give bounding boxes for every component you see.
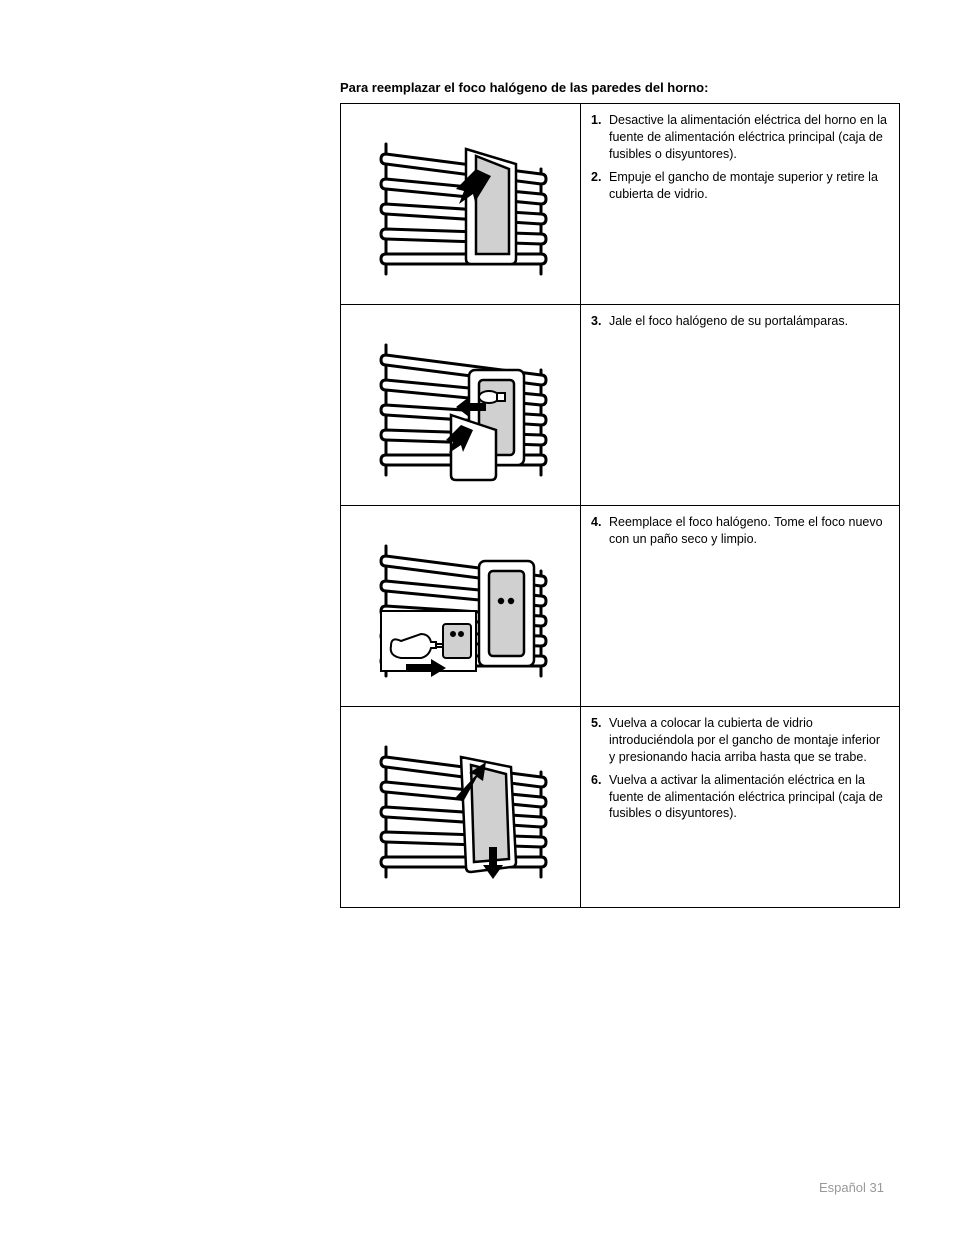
step-number: 4. (591, 514, 609, 548)
table-row: 4.Reemplace el foco halógeno. Tome el fo… (341, 506, 900, 707)
text-cell: 4.Reemplace el foco halógeno. Tome el fo… (581, 506, 900, 707)
step-number: 5. (591, 715, 609, 766)
step-text: Reemplace el foco halógeno. Tome el foco… (609, 514, 889, 548)
table-row: 5.Vuelva a colocar la cubierta de vidrio… (341, 707, 900, 908)
content-block: Para reemplazar el foco halógeno de las … (340, 80, 900, 908)
manual-page: Para reemplazar el foco halógeno de las … (0, 0, 954, 1235)
text-cell: 3.Jale el foco halógeno de su portalámpa… (581, 305, 900, 506)
step-list: 5.Vuelva a colocar la cubierta de vidrio… (591, 715, 889, 822)
page-footer: Español 31 (819, 1180, 884, 1195)
table-row: 3.Jale el foco halógeno de su portalámpa… (341, 305, 900, 506)
list-item: 5.Vuelva a colocar la cubierta de vidrio… (591, 715, 889, 766)
step-text: Vuelva a activar la alimentación eléctri… (609, 772, 889, 823)
table-row: 1.Desactive la alimentación eléctrica de… (341, 104, 900, 305)
illustration-cell (341, 104, 581, 305)
step-list: 3.Jale el foco halógeno de su portalámpa… (591, 313, 889, 330)
illustration-cell (341, 506, 581, 707)
illustration-step-1-2 (351, 114, 570, 294)
list-item: 3.Jale el foco halógeno de su portalámpa… (591, 313, 889, 330)
illustration-step-4 (351, 516, 570, 696)
step-number: 1. (591, 112, 609, 163)
step-list: 1.Desactive la alimentación eléctrica de… (591, 112, 889, 202)
list-item: 6.Vuelva a activar la alimentación eléct… (591, 772, 889, 823)
illustration-cell (341, 305, 581, 506)
step-list: 4.Reemplace el foco halógeno. Tome el fo… (591, 514, 889, 548)
step-text: Desactive la alimentación eléctrica del … (609, 112, 889, 163)
list-item: 2.Empuje el gancho de montaje superior y… (591, 169, 889, 203)
text-cell: 1.Desactive la alimentación eléctrica de… (581, 104, 900, 305)
step-number: 2. (591, 169, 609, 203)
step-number: 6. (591, 772, 609, 823)
text-cell: 5.Vuelva a colocar la cubierta de vidrio… (581, 707, 900, 908)
list-item: 1.Desactive la alimentación eléctrica de… (591, 112, 889, 163)
illustration-cell (341, 707, 581, 908)
step-text: Vuelva a colocar la cubierta de vidrio i… (609, 715, 889, 766)
step-text: Empuje el gancho de montaje superior y r… (609, 169, 889, 203)
step-text: Jale el foco halógeno de su portalámpara… (609, 313, 889, 330)
illustration-step-3 (351, 315, 570, 495)
step-number: 3. (591, 313, 609, 330)
section-heading: Para reemplazar el foco halógeno de las … (340, 80, 900, 95)
illustration-step-5-6 (351, 717, 570, 897)
instruction-table: 1.Desactive la alimentación eléctrica de… (340, 103, 900, 908)
list-item: 4.Reemplace el foco halógeno. Tome el fo… (591, 514, 889, 548)
